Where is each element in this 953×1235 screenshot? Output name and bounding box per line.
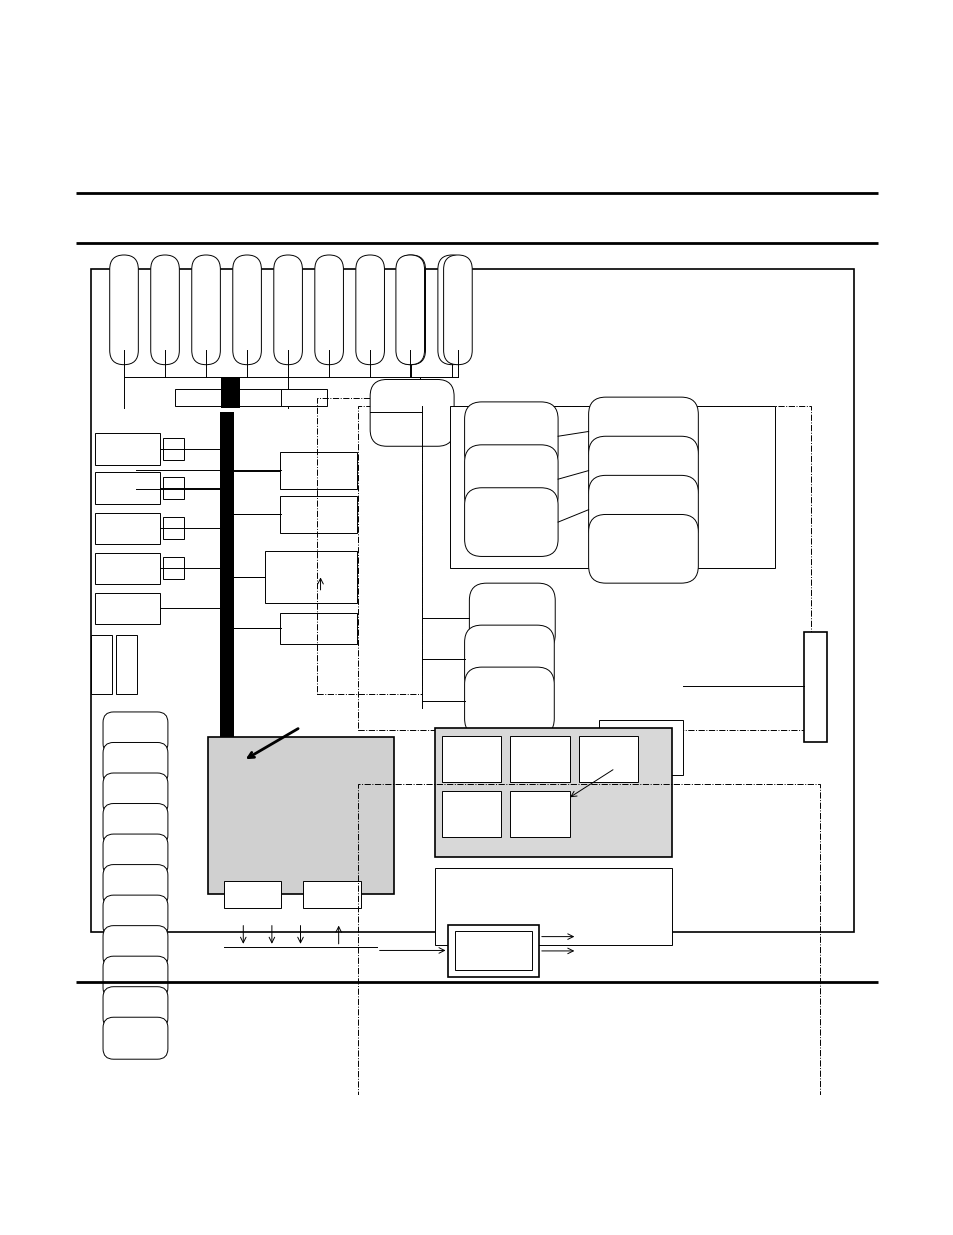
FancyBboxPatch shape (464, 488, 558, 557)
Bar (163, 477, 184, 499)
Bar (510, 736, 569, 782)
FancyBboxPatch shape (103, 926, 168, 967)
Bar (357, 406, 810, 730)
Bar (803, 632, 826, 741)
Bar (280, 613, 356, 645)
FancyBboxPatch shape (437, 254, 466, 364)
FancyBboxPatch shape (274, 254, 302, 364)
Bar (357, 784, 820, 1109)
Bar (441, 736, 500, 782)
Bar (95, 513, 160, 545)
Bar (95, 593, 160, 624)
FancyBboxPatch shape (588, 515, 698, 583)
Bar (435, 868, 671, 945)
FancyBboxPatch shape (103, 987, 168, 1029)
FancyBboxPatch shape (464, 667, 554, 736)
Bar (455, 931, 532, 971)
FancyBboxPatch shape (370, 379, 454, 446)
Bar (448, 925, 538, 977)
FancyBboxPatch shape (443, 254, 472, 364)
Bar (265, 551, 356, 603)
FancyBboxPatch shape (103, 1018, 168, 1060)
FancyBboxPatch shape (464, 445, 558, 514)
FancyBboxPatch shape (396, 254, 425, 364)
Bar (510, 792, 569, 837)
FancyBboxPatch shape (103, 895, 168, 937)
Bar (435, 729, 671, 857)
Bar (280, 496, 356, 532)
Bar (116, 635, 137, 694)
Bar (163, 517, 184, 540)
Bar (95, 473, 160, 504)
FancyBboxPatch shape (464, 625, 554, 694)
Bar (450, 406, 774, 568)
Bar (208, 737, 394, 894)
Bar (281, 389, 327, 406)
Bar (95, 552, 160, 584)
FancyBboxPatch shape (233, 254, 261, 364)
FancyBboxPatch shape (103, 804, 168, 846)
Bar (95, 433, 160, 464)
Bar (303, 881, 360, 908)
FancyBboxPatch shape (103, 773, 168, 815)
FancyBboxPatch shape (314, 254, 343, 364)
FancyBboxPatch shape (588, 398, 698, 466)
Bar (91, 635, 112, 694)
Bar (578, 736, 638, 782)
FancyBboxPatch shape (103, 834, 168, 876)
FancyBboxPatch shape (588, 475, 698, 545)
FancyBboxPatch shape (464, 401, 558, 471)
FancyBboxPatch shape (151, 254, 179, 364)
Bar (441, 792, 500, 837)
Bar (220, 412, 233, 737)
FancyBboxPatch shape (103, 711, 168, 753)
FancyBboxPatch shape (103, 956, 168, 998)
FancyBboxPatch shape (192, 254, 220, 364)
Bar (163, 557, 184, 579)
FancyBboxPatch shape (355, 254, 384, 364)
Bar (91, 269, 853, 932)
FancyBboxPatch shape (588, 436, 698, 505)
Bar (163, 438, 184, 461)
Bar (280, 452, 356, 489)
FancyBboxPatch shape (103, 864, 168, 906)
Bar (316, 398, 421, 694)
Bar (174, 389, 284, 406)
FancyBboxPatch shape (395, 254, 424, 364)
FancyBboxPatch shape (110, 254, 138, 364)
FancyBboxPatch shape (103, 742, 168, 784)
FancyBboxPatch shape (469, 583, 555, 652)
Bar (224, 881, 281, 908)
Bar (598, 720, 682, 774)
Bar (221, 377, 240, 408)
